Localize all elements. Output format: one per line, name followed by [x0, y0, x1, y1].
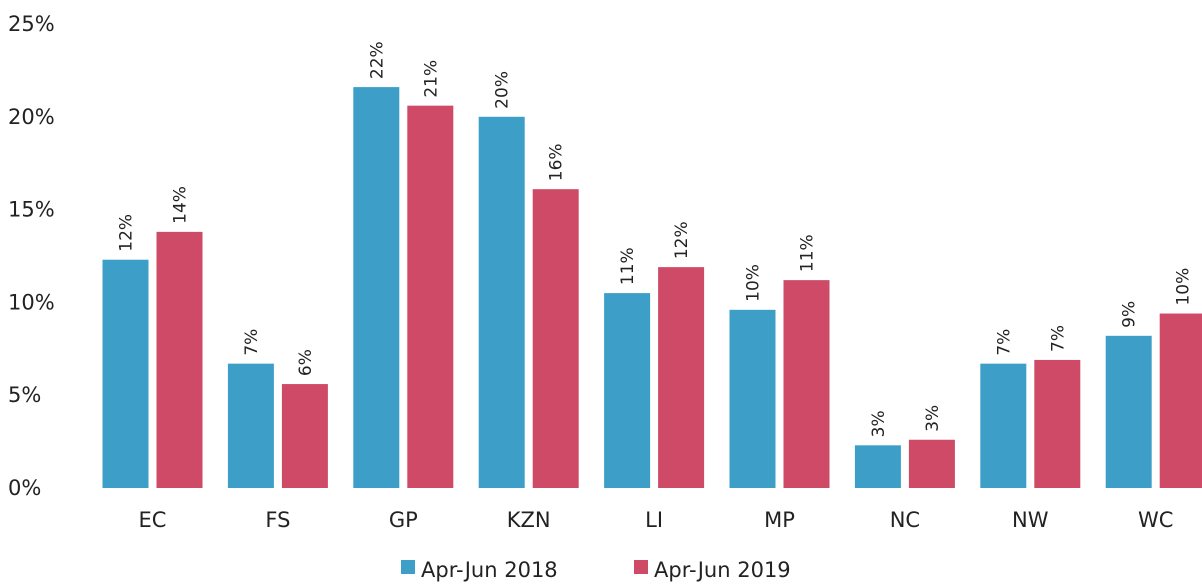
bar-nc-2018 [854, 445, 901, 488]
data-label: 9% [1120, 301, 1140, 328]
bar-li-2018 [604, 293, 651, 488]
bar-ec-2019 [156, 231, 203, 488]
bars [102, 87, 1202, 489]
category-label-li: LI [645, 508, 663, 532]
legend-label-2019: Apr-Jun 2019 [654, 558, 791, 582]
data-labels: 12% 14% 7% 6% 22% 21% 20% 16% 11% 12% 10% 11% 3% 3% 7%… [117, 41, 1194, 437]
data-label: 7% [1048, 325, 1068, 352]
y-tick-label: 15% [8, 198, 55, 222]
bar-kzn-2018 [478, 116, 525, 489]
data-label: 11% [798, 234, 818, 272]
legend-swatch-2018 [401, 560, 415, 574]
y-tick-label: 20% [8, 105, 55, 129]
bar-ec-2018 [102, 259, 149, 488]
bar-mp-2018 [729, 309, 776, 488]
bar-fs-2019 [281, 384, 328, 488]
data-label: 10% [744, 264, 764, 302]
data-label: 14% [171, 186, 191, 224]
data-label: 12% [672, 221, 692, 259]
bar-wc-2018 [1105, 335, 1152, 488]
y-tick-label: 0% [8, 476, 41, 500]
data-label: 3% [869, 410, 889, 437]
bar-fs-2018 [227, 363, 274, 488]
bar-gp-2018 [353, 87, 400, 488]
y-tick-label: 5% [8, 383, 41, 407]
bar-wc-2019 [1159, 313, 1202, 488]
category-label-fs: FS [265, 508, 290, 532]
bar-nw-2018 [980, 363, 1027, 488]
data-label: 10% [1174, 268, 1194, 306]
legend-swatch-2019 [634, 560, 648, 574]
y-tick-label: 25% [8, 12, 55, 36]
data-label: 7% [242, 329, 262, 356]
data-label: 22% [367, 41, 387, 79]
bar-kzn-2019 [532, 189, 579, 488]
category-label-nw: NW [1012, 508, 1049, 532]
data-label: 21% [421, 60, 441, 98]
y-axis-ticks: 0% 5% 10% 15% 20% 25% [8, 12, 55, 500]
category-label-mp: MP [764, 508, 795, 532]
category-label-wc: WC [1138, 508, 1173, 532]
data-label: 11% [618, 247, 638, 285]
data-label: 6% [296, 349, 316, 376]
bar-li-2019 [658, 267, 705, 488]
category-label-ec: EC [139, 508, 167, 532]
data-label: 12% [117, 214, 137, 252]
category-label-kzn: KZN [507, 508, 551, 532]
data-label: 7% [994, 329, 1014, 356]
data-label: 16% [547, 143, 567, 181]
data-label: 20% [493, 71, 513, 109]
bar-nw-2019 [1034, 359, 1081, 488]
category-label-nc: NC [890, 508, 920, 532]
category-labels: EC FS GP KZN LI MP NC NW WC [139, 508, 1174, 532]
legend-label-2018: Apr-Jun 2018 [421, 558, 558, 582]
data-label: 3% [923, 405, 943, 432]
bar-mp-2019 [783, 280, 830, 488]
legend: Apr-Jun 2018 Apr-Jun 2019 [401, 558, 791, 582]
bar-nc-2019 [908, 439, 955, 488]
category-label-gp: GP [389, 508, 418, 532]
bar-gp-2019 [407, 105, 454, 488]
y-tick-label: 10% [8, 290, 55, 314]
